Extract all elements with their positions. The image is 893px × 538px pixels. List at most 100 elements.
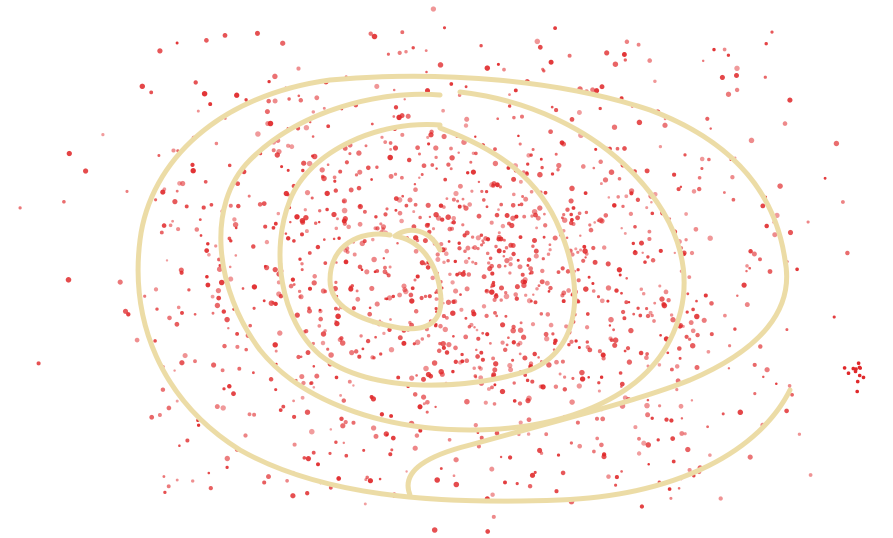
- red-dot: [503, 293, 510, 300]
- red-dot: [274, 152, 280, 158]
- red-dot: [857, 373, 862, 378]
- red-dot: [446, 341, 452, 348]
- red-dot: [631, 241, 635, 246]
- red-dot: [499, 202, 504, 207]
- red-dot: [568, 198, 574, 204]
- red-dot: [587, 347, 593, 353]
- red-dot: [509, 222, 515, 229]
- red-dot: [528, 361, 534, 366]
- red-dot: [550, 172, 555, 176]
- red-dot: [334, 375, 339, 380]
- red-dot: [502, 249, 506, 254]
- red-dot: [594, 88, 600, 94]
- red-dot: [300, 268, 304, 272]
- red-dot: [748, 266, 752, 270]
- red-dot: [574, 339, 578, 343]
- red-dot: [627, 300, 631, 304]
- red-dot: [367, 478, 374, 484]
- red-dot: [447, 437, 452, 442]
- red-dot: [594, 147, 598, 151]
- red-dot: [556, 168, 560, 172]
- red-dot: [565, 269, 571, 274]
- red-dot: [334, 280, 338, 284]
- red-dot: [548, 59, 554, 65]
- red-dot: [444, 251, 449, 256]
- red-dot: [231, 391, 236, 397]
- red-dot: [373, 226, 378, 231]
- red-dot: [467, 256, 471, 260]
- red-dot: [457, 204, 462, 209]
- red-dot: [339, 393, 343, 397]
- red-dot: [222, 343, 227, 349]
- red-dot: [423, 294, 428, 299]
- red-dot: [737, 409, 744, 416]
- red-dot: [397, 292, 402, 298]
- red-dot: [493, 147, 497, 151]
- red-dot: [411, 46, 415, 50]
- red-dot: [207, 253, 211, 257]
- red-dot: [322, 106, 326, 110]
- red-dot: [690, 399, 694, 402]
- red-dot: [672, 172, 677, 177]
- red-dot: [237, 366, 242, 371]
- red-dot: [349, 349, 355, 356]
- red-dot: [392, 115, 396, 118]
- red-dot: [300, 219, 306, 225]
- red-dot: [521, 195, 525, 198]
- red-dot: [633, 425, 638, 430]
- red-dot: [718, 496, 723, 501]
- red-dot: [450, 221, 454, 224]
- red-dot: [452, 299, 458, 304]
- red-dot: [524, 293, 528, 297]
- red-dot: [301, 380, 306, 386]
- red-dot: [575, 215, 581, 221]
- red-dot: [758, 257, 762, 262]
- red-dot: [457, 183, 463, 189]
- red-dot: [481, 331, 485, 335]
- red-dot: [725, 91, 732, 97]
- red-dot: [323, 289, 328, 294]
- red-dot: [471, 151, 476, 155]
- red-dot: [426, 333, 431, 338]
- red-dot: [609, 338, 614, 342]
- red-dot: [571, 376, 575, 380]
- red-dot: [643, 260, 647, 264]
- red-dot: [333, 179, 337, 183]
- red-dot: [617, 177, 622, 181]
- red-dot: [618, 273, 622, 277]
- red-dot: [459, 307, 464, 312]
- red-dot: [421, 394, 427, 400]
- red-dot: [329, 428, 333, 431]
- red-dot: [514, 296, 519, 301]
- red-dot: [518, 142, 522, 146]
- red-dot: [441, 345, 446, 350]
- red-dot: [272, 266, 278, 273]
- red-dot: [403, 98, 406, 101]
- red-dot: [171, 219, 174, 223]
- red-dot: [587, 275, 591, 279]
- red-dot: [457, 241, 461, 245]
- red-dot: [707, 157, 711, 162]
- red-dot: [550, 105, 554, 109]
- red-dot: [374, 83, 380, 89]
- red-dot: [418, 428, 423, 433]
- red-dot: [598, 106, 602, 111]
- red-dot: [289, 144, 295, 150]
- red-dot: [795, 267, 799, 272]
- red-dot: [680, 417, 684, 420]
- red-dot: [846, 371, 851, 376]
- red-dot: [433, 211, 439, 218]
- red-dot: [172, 198, 178, 205]
- red-dot: [479, 435, 484, 440]
- red-dot: [414, 339, 421, 346]
- red-dot: [511, 340, 516, 345]
- red-dot: [371, 256, 377, 263]
- red-dot: [622, 146, 627, 151]
- red-dot: [734, 87, 740, 93]
- red-dot: [463, 334, 469, 340]
- red-dot: [645, 442, 652, 448]
- red-dot: [705, 116, 710, 121]
- red-dot: [208, 102, 213, 107]
- red-dot: [637, 436, 641, 441]
